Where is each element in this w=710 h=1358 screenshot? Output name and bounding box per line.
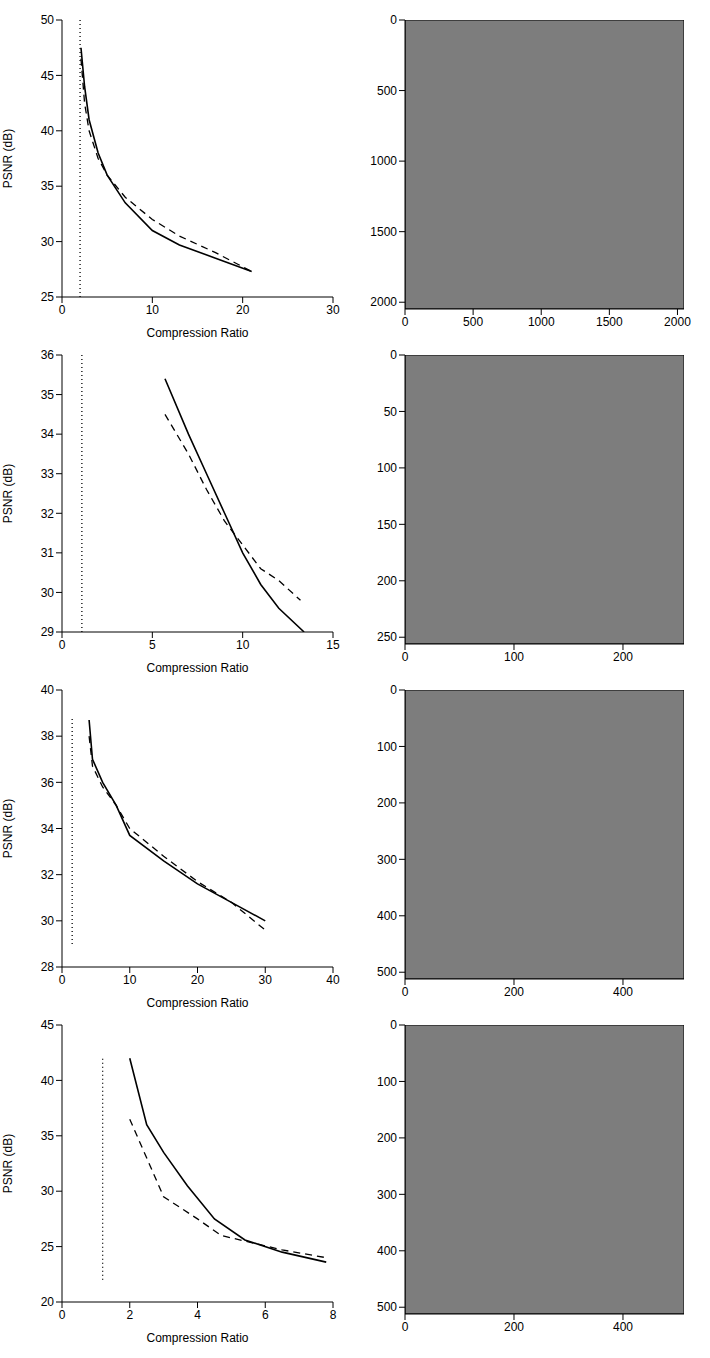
svg-text:PSNR (dB): PSNR (dB)	[1, 1134, 15, 1193]
svg-text:40: 40	[41, 683, 55, 697]
svg-text:31: 31	[41, 546, 55, 560]
svg-text:50: 50	[41, 13, 55, 27]
svg-text:1000: 1000	[528, 315, 555, 329]
svg-text:36: 36	[41, 776, 55, 790]
svg-text:5: 5	[149, 638, 156, 652]
svg-text:1500: 1500	[370, 225, 397, 239]
svg-text:100: 100	[377, 1075, 397, 1089]
svg-text:PSNR (dB): PSNR (dB)	[1, 464, 15, 523]
svg-text:0: 0	[390, 13, 397, 27]
svg-text:50: 50	[384, 405, 398, 419]
svg-text:500: 500	[463, 315, 483, 329]
svg-text:Compression Ratio: Compression Ratio	[146, 1331, 248, 1345]
svg-text:200: 200	[504, 1320, 524, 1334]
svg-text:400: 400	[613, 985, 633, 999]
svg-text:30: 30	[41, 1184, 55, 1198]
svg-text:0: 0	[390, 1018, 397, 1032]
svg-text:400: 400	[377, 909, 397, 923]
svg-text:8: 8	[330, 1308, 337, 1322]
svg-text:0: 0	[390, 683, 397, 697]
svg-text:400: 400	[377, 1244, 397, 1258]
svg-text:6: 6	[262, 1308, 269, 1322]
svg-text:40: 40	[41, 1074, 55, 1088]
svg-text:30: 30	[41, 586, 55, 600]
svg-text:400: 400	[613, 1320, 633, 1334]
svg-text:200: 200	[377, 1131, 397, 1145]
svg-text:0: 0	[59, 973, 66, 987]
svg-text:0: 0	[59, 1308, 66, 1322]
svg-text:Compression Ratio: Compression Ratio	[146, 661, 248, 675]
svg-text:25: 25	[41, 1240, 55, 1254]
svg-text:Compression Ratio: Compression Ratio	[146, 996, 248, 1010]
svg-text:200: 200	[504, 985, 524, 999]
svg-text:30: 30	[326, 303, 340, 317]
svg-text:30: 30	[41, 914, 55, 928]
svg-text:30: 30	[259, 973, 273, 987]
svg-text:0: 0	[402, 650, 409, 664]
svg-text:0: 0	[402, 315, 409, 329]
svg-text:150: 150	[377, 518, 397, 532]
svg-text:32: 32	[41, 507, 55, 521]
svg-text:40: 40	[41, 124, 55, 138]
svg-text:100: 100	[377, 740, 397, 754]
svg-text:200: 200	[613, 650, 633, 664]
svg-text:200: 200	[377, 574, 397, 588]
svg-text:300: 300	[377, 1188, 397, 1202]
svg-text:0: 0	[402, 1320, 409, 1334]
svg-text:34: 34	[41, 427, 55, 441]
svg-text:10: 10	[236, 638, 250, 652]
svg-text:38: 38	[41, 729, 55, 743]
svg-text:0: 0	[402, 985, 409, 999]
svg-text:40: 40	[326, 973, 340, 987]
svg-text:30: 30	[41, 235, 55, 249]
svg-text:32: 32	[41, 868, 55, 882]
svg-text:200: 200	[377, 796, 397, 810]
svg-text:25: 25	[41, 290, 55, 304]
svg-text:0: 0	[390, 348, 397, 362]
svg-text:35: 35	[41, 388, 55, 402]
svg-text:2000: 2000	[664, 315, 691, 329]
svg-text:28: 28	[41, 960, 55, 974]
svg-text:1500: 1500	[596, 315, 623, 329]
svg-text:100: 100	[377, 461, 397, 475]
svg-text:34: 34	[41, 822, 55, 836]
svg-text:2000: 2000	[370, 295, 397, 309]
svg-text:0: 0	[59, 303, 66, 317]
svg-text:1000: 1000	[370, 154, 397, 168]
svg-text:15: 15	[326, 638, 340, 652]
svg-text:0: 0	[59, 638, 66, 652]
svg-text:33: 33	[41, 467, 55, 481]
svg-text:10: 10	[123, 973, 137, 987]
svg-text:20: 20	[41, 1295, 55, 1309]
svg-text:PSNR (dB): PSNR (dB)	[1, 799, 15, 858]
svg-text:4: 4	[194, 1308, 201, 1322]
svg-text:10: 10	[146, 303, 160, 317]
svg-text:100: 100	[504, 650, 524, 664]
svg-text:35: 35	[41, 1129, 55, 1143]
svg-text:20: 20	[191, 973, 205, 987]
svg-text:PSNR (dB): PSNR (dB)	[1, 129, 15, 188]
svg-text:45: 45	[41, 1018, 55, 1032]
svg-text:300: 300	[377, 853, 397, 867]
svg-text:35: 35	[41, 179, 55, 193]
svg-text:500: 500	[377, 965, 397, 979]
svg-text:500: 500	[377, 1300, 397, 1314]
svg-text:2: 2	[126, 1308, 133, 1322]
svg-text:45: 45	[41, 69, 55, 83]
svg-text:36: 36	[41, 348, 55, 362]
svg-text:20: 20	[236, 303, 250, 317]
svg-text:250: 250	[377, 630, 397, 644]
svg-text:500: 500	[377, 84, 397, 98]
svg-text:29: 29	[41, 625, 55, 639]
svg-text:Compression Ratio: Compression Ratio	[146, 326, 248, 340]
